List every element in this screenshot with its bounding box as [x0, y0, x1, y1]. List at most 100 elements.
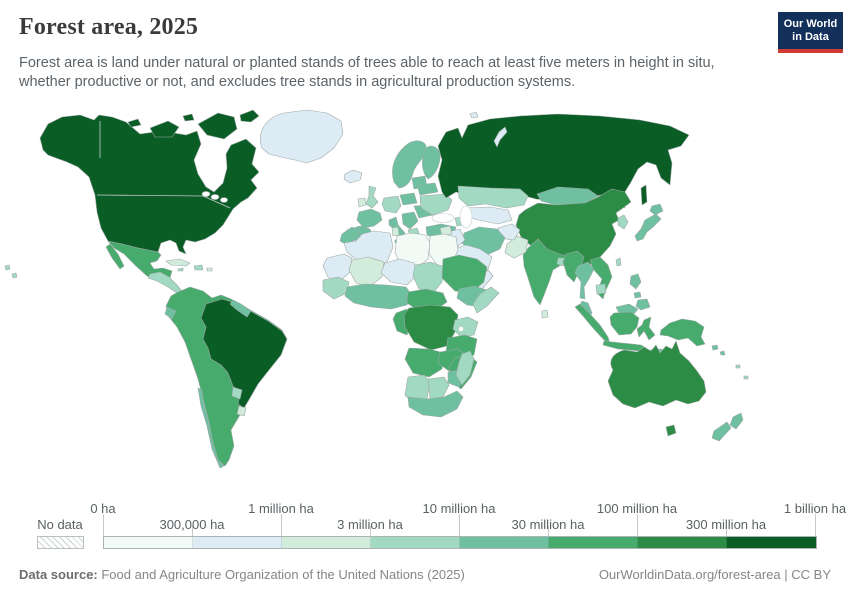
great-lake-2 — [210, 194, 220, 200]
legend-tick-label: 1 billion ha — [783, 501, 847, 516]
world-map[interactable] — [0, 108, 850, 503]
legend-bin-1[interactable] — [193, 537, 282, 548]
map-region-greenland[interactable] — [260, 109, 344, 164]
map-region-kazakhstan[interactable] — [457, 185, 529, 209]
map-region-mauritania[interactable] — [322, 253, 353, 283]
map-region-arctic-island[interactable] — [149, 120, 180, 138]
map-region-central-america[interactable] — [147, 271, 182, 294]
map-region-uk[interactable] — [365, 185, 379, 209]
map-region-belarus[interactable] — [416, 182, 439, 196]
map-region-chad[interactable] — [412, 261, 445, 293]
map-region-thailand[interactable] — [574, 261, 595, 300]
map-region-west-africa[interactable] — [344, 283, 413, 310]
map-region-new-zealand[interactable] — [729, 412, 744, 430]
map-region-cuba[interactable] — [165, 258, 191, 267]
legend-bin-4[interactable] — [460, 537, 549, 548]
legend-tick-label: 3 million ha — [337, 517, 403, 532]
map-legend: No data 0 ha 300,000 ha 1 million ha 3 mill… — [0, 500, 850, 555]
map-region-sulawesi[interactable] — [636, 316, 656, 341]
map-region-vietnam-laos[interactable] — [589, 256, 613, 300]
map-region-japan[interactable] — [649, 203, 664, 216]
lake-victoria — [458, 326, 464, 332]
map-region-finland[interactable] — [422, 145, 441, 180]
legend-bin-3[interactable] — [371, 537, 460, 548]
map-region-jamaica[interactable] — [177, 267, 184, 272]
legend-bin-2[interactable] — [282, 537, 371, 548]
footer-link[interactable]: OurWorldinData.org/forest-area — [598, 567, 781, 582]
map-region-arctic-island[interactable] — [239, 109, 260, 123]
map-region-cambodia[interactable] — [595, 283, 607, 295]
map-region-hispaniola[interactable] — [193, 264, 204, 271]
map-region-madagascar[interactable] — [455, 350, 475, 386]
map-region-borneo[interactable] — [609, 311, 640, 336]
map-region-niger[interactable] — [380, 258, 418, 286]
map-region-korea[interactable] — [617, 214, 629, 230]
map-region-somalia[interactable] — [472, 286, 500, 314]
map-region-central-europe[interactable] — [381, 195, 402, 214]
legend-tick — [281, 514, 282, 536]
map-region-botswana[interactable] — [427, 376, 450, 400]
map-region-philippines[interactable] — [629, 273, 642, 290]
owid-logo[interactable]: Our World in Data — [778, 12, 843, 53]
map-region-australia[interactable] — [607, 340, 707, 409]
map-region-paraguay[interactable] — [231, 386, 243, 400]
map-region-malaysia-borneo[interactable] — [615, 303, 639, 315]
legend-bin-7[interactable] — [727, 537, 816, 548]
map-region-solomon-islands[interactable] — [719, 350, 726, 356]
map-region-balkans[interactable] — [401, 211, 419, 230]
map-region-south-africa[interactable] — [407, 390, 464, 418]
map-region-sudan[interactable] — [441, 254, 488, 294]
black-sea — [431, 213, 455, 223]
map-region-bangladesh[interactable] — [556, 257, 565, 267]
map-region-japan[interactable] — [634, 213, 662, 242]
chart-footer: Data source: Food and Agriculture Organi… — [19, 567, 831, 582]
legend-bin-0[interactable] — [104, 537, 193, 548]
map-region-syria[interactable] — [439, 225, 453, 237]
map-region-arctic-island[interactable] — [182, 113, 195, 122]
map-region-poland[interactable] — [399, 192, 418, 206]
footer-citation: OurWorldinData.org/forest-area | CC BY — [599, 567, 831, 582]
map-region-mongolia[interactable] — [536, 186, 599, 206]
map-region-mexico[interactable] — [107, 240, 173, 281]
map-region-kenya[interactable] — [452, 316, 479, 338]
legend-tick — [815, 514, 816, 536]
map-region-sakhalin[interactable] — [640, 184, 648, 206]
map-region-java[interactable] — [602, 340, 647, 352]
map-region-new-guinea[interactable] — [659, 318, 706, 347]
map-region-ireland[interactable] — [357, 197, 367, 208]
map-region-central-asia[interactable] — [465, 206, 513, 225]
map-region-novaya-zemlya[interactable] — [493, 126, 508, 148]
map-region-puerto-rico[interactable] — [206, 267, 213, 272]
map-region-arctic-island[interactable] — [127, 118, 142, 128]
map-region-solomon-islands[interactable] — [711, 344, 719, 351]
map-region-baja[interactable] — [105, 243, 125, 270]
map-region-chile[interactable] — [197, 387, 225, 469]
map-region-philippines[interactable] — [635, 298, 651, 311]
map-region-new-zealand[interactable] — [711, 421, 732, 442]
map-region-vanuatu[interactable] — [735, 364, 741, 369]
map-region-philippines[interactable] — [633, 291, 642, 299]
legend-no-data-swatch[interactable] — [37, 536, 84, 549]
map-region-iceland[interactable] — [343, 169, 363, 184]
map-region-taiwan[interactable] — [615, 257, 622, 267]
legend-bin-5[interactable] — [549, 537, 638, 548]
map-region-pakistan[interactable] — [504, 235, 529, 259]
map-region-india[interactable] — [522, 238, 567, 306]
map-region-france[interactable] — [356, 208, 383, 229]
map-region-fiji[interactable] — [743, 375, 749, 380]
map-region-sumatra[interactable] — [574, 303, 611, 345]
map-region-pacific-island[interactable] — [4, 264, 11, 271]
map-region-pacific-island[interactable] — [11, 272, 18, 279]
map-region-ecuador[interactable] — [164, 306, 177, 320]
map-region-svalbard[interactable] — [469, 111, 479, 119]
map-region-mali[interactable] — [348, 256, 385, 288]
map-region-tunisia[interactable] — [391, 226, 400, 237]
map-region-morocco[interactable] — [339, 226, 361, 246]
map-region-arctic-island[interactable] — [197, 112, 238, 140]
map-region-tasmania[interactable] — [665, 424, 677, 437]
map-region-angola[interactable] — [404, 347, 445, 378]
map-region-uruguay[interactable] — [236, 405, 247, 417]
map-region-guyanas[interactable] — [229, 299, 252, 318]
map-region-sri-lanka[interactable] — [541, 309, 549, 319]
legend-bin-6[interactable] — [638, 537, 727, 548]
